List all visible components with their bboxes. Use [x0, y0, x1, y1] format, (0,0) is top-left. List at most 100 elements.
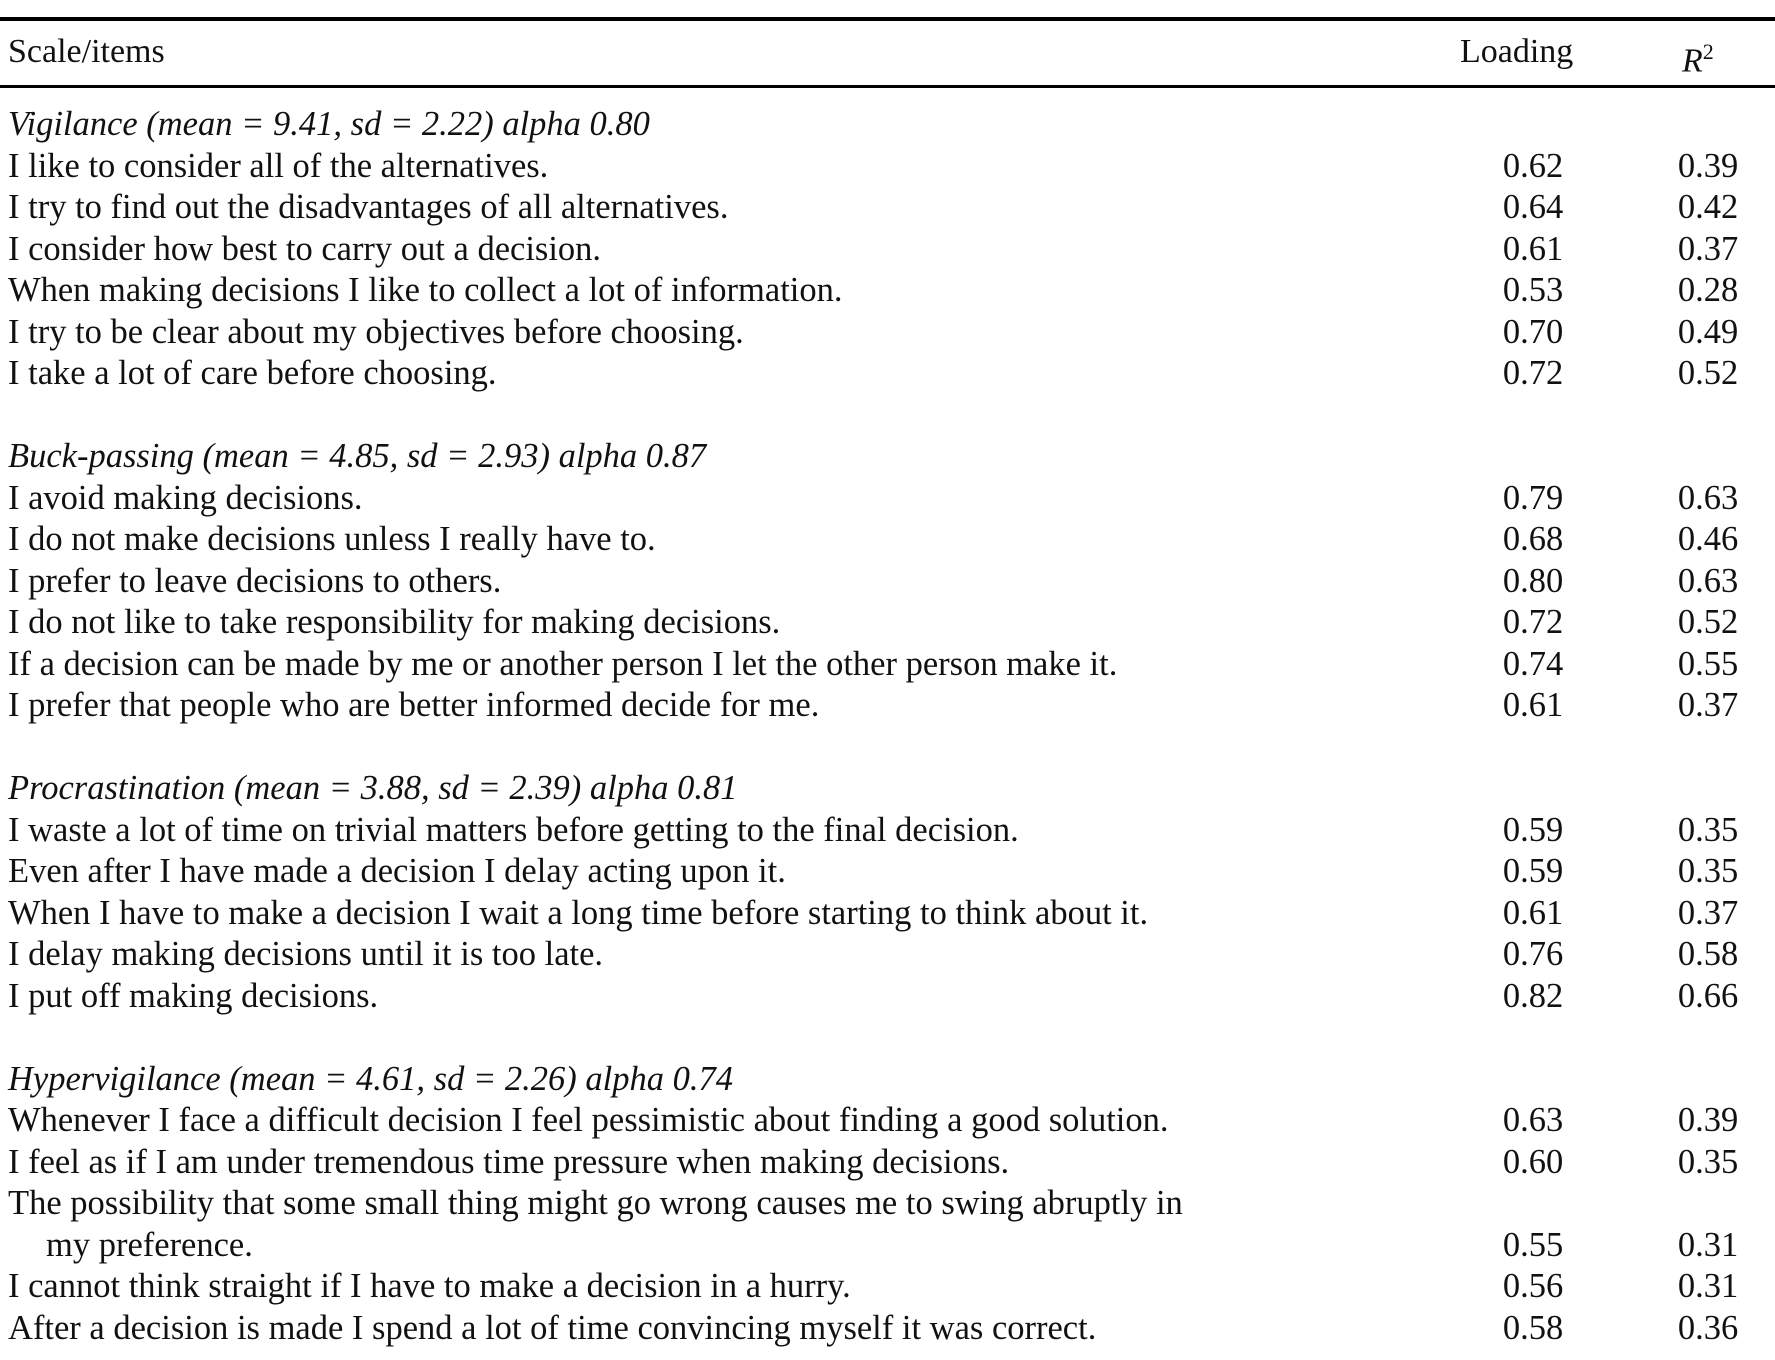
table-row: I feel as if I am under tremendous time …	[8, 1142, 1775, 1184]
header-r2: R2	[1682, 30, 1714, 79]
r2-value: 0.42	[1677, 188, 1739, 226]
section-heading-text: Vigilance (mean = 9.41, sd = 2.22) alpha…	[8, 105, 650, 143]
header-rule	[0, 85, 1775, 88]
table-row: I put off making decisions. 0.82 0.66	[8, 976, 1775, 1018]
item-text: I cannot think straight if I have to mak…	[8, 1267, 851, 1305]
loading-value: 0.80	[1502, 561, 1564, 600]
table-row: If a decision can be made by me or anoth…	[8, 644, 1775, 686]
table-row: Whenever I face a difficult decision I f…	[8, 1100, 1775, 1142]
loading-value: 0.68	[1502, 520, 1564, 558]
loading-value: 0.55	[1502, 1225, 1564, 1264]
loading-value: 0.63	[1502, 1101, 1564, 1139]
table-row: I take a lot of care before choosing. 0.7…	[8, 353, 1775, 395]
section-heading-text: Procrastination (mean = 3.88, sd = 2.39)…	[8, 769, 738, 807]
r2-value: 0.55	[1677, 644, 1739, 683]
loading-value: 0.56	[1502, 1267, 1564, 1305]
r2-value: 0.28	[1677, 271, 1739, 309]
item-text: I waste a lot of time on trivial matters…	[8, 810, 1019, 849]
item-text: If a decision can be made by me or anoth…	[8, 644, 1118, 683]
r2-value: 0.35	[1677, 1142, 1739, 1181]
loading-value: 0.82	[1502, 976, 1564, 1015]
r2-value: 0.46	[1677, 520, 1739, 558]
table-row: my preference. 0.55 0.31	[8, 1225, 1775, 1267]
item-text: After a decision is made I spend a lot o…	[8, 1308, 1097, 1347]
item-text: I avoid making decisions.	[8, 478, 363, 517]
item-text: I take a lot of care before choosing.	[8, 354, 497, 392]
r2-value: 0.52	[1677, 603, 1739, 641]
loading-value: 0.61	[1502, 229, 1564, 268]
table-row: I prefer that people who are better info…	[8, 685, 1775, 727]
header-loading: Loading	[1460, 33, 1574, 70]
r2-value: 0.52	[1677, 354, 1739, 392]
item-text: When I have to make a decision I wait a …	[8, 893, 1149, 932]
r2-value: 0.37	[1677, 229, 1739, 268]
header-r2-sup: 2	[1702, 39, 1714, 64]
loading-value: 0.59	[1502, 810, 1564, 849]
item-text: I consider how best to carry out a decis…	[8, 229, 602, 268]
loading-value: 0.70	[1502, 312, 1564, 351]
loading-value: 0.72	[1502, 603, 1564, 641]
item-text: When making decisions I like to collect …	[8, 271, 843, 309]
loading-value: 0.61	[1502, 686, 1564, 724]
item-text: I prefer that people who are better info…	[8, 686, 820, 724]
r2-value: 0.66	[1677, 976, 1739, 1015]
r2-value: 0.31	[1677, 1267, 1739, 1305]
table-row: I do not like to take responsibility for…	[8, 602, 1775, 644]
item-text: Even after I have made a decision I dela…	[8, 852, 786, 890]
r2-value: 0.37	[1677, 893, 1739, 932]
loading-value: 0.61	[1502, 893, 1564, 932]
loading-value: 0.58	[1502, 1308, 1564, 1347]
section-heading: Procrastination (mean = 3.88, sd = 2.39)…	[8, 768, 1775, 810]
r2-value: 0.37	[1677, 686, 1739, 724]
table-row: I like to consider all of the alternativ…	[8, 146, 1775, 188]
section-heading: Hypervigilance (mean = 4.61, sd = 2.26) …	[8, 1059, 1775, 1101]
loading-value: 0.62	[1502, 146, 1564, 185]
table-row: I try to find out the disadvantages of a…	[8, 187, 1775, 229]
table-row: I try to be clear about my objectives be…	[8, 312, 1775, 354]
r2-value: 0.39	[1677, 1101, 1739, 1139]
section-heading: Buck-passing (mean = 4.85, sd = 2.93) al…	[8, 436, 1775, 478]
item-text: I do not like to take responsibility for…	[8, 603, 781, 641]
loading-value: 0.53	[1502, 271, 1564, 309]
table-row: I cannot think straight if I have to mak…	[8, 1266, 1775, 1308]
section-heading-text: Buck-passing (mean = 4.85, sd = 2.93) al…	[8, 437, 707, 475]
table-row: After a decision is made I spend a lot o…	[8, 1308, 1775, 1350]
item-text: I do not make decisions unless I really …	[8, 520, 656, 558]
r2-value: 0.49	[1677, 312, 1739, 351]
r2-value: 0.39	[1677, 146, 1739, 185]
table-row: I do not make decisions unless I really …	[8, 519, 1775, 561]
r2-value: 0.35	[1677, 852, 1739, 890]
loading-value: 0.60	[1502, 1142, 1564, 1181]
item-text-continued: my preference.	[46, 1225, 253, 1264]
loading-value: 0.76	[1502, 935, 1564, 973]
table-row: When making decisions I like to collect …	[8, 270, 1775, 312]
r2-value: 0.31	[1677, 1225, 1739, 1264]
loading-value: 0.64	[1502, 188, 1564, 226]
r2-value: 0.36	[1677, 1308, 1739, 1347]
table-row: I delay making decisions until it is too…	[8, 934, 1775, 976]
loading-value: 0.72	[1502, 354, 1564, 392]
section-heading-text: Hypervigilance (mean = 4.61, sd = 2.26) …	[8, 1059, 733, 1098]
top-rule	[0, 17, 1775, 21]
item-text: I put off making decisions.	[8, 976, 379, 1015]
table-row: The possibility that some small thing mi…	[8, 1183, 1775, 1225]
table-row: I consider how best to carry out a decis…	[8, 229, 1775, 271]
table-row: When I have to make a decision I wait a …	[8, 893, 1775, 935]
item-text: I like to consider all of the alternativ…	[8, 146, 549, 185]
section-heading: Vigilance (mean = 9.41, sd = 2.22) alpha…	[8, 104, 1775, 146]
item-text: I try to be clear about my objectives be…	[8, 312, 744, 351]
header-scale-items: Scale/items	[8, 33, 165, 70]
loading-value: 0.59	[1502, 852, 1564, 890]
table-row: I waste a lot of time on trivial matters…	[8, 810, 1775, 852]
item-text: I feel as if I am under tremendous time …	[8, 1142, 1010, 1181]
table-row: Even after I have made a decision I dela…	[8, 851, 1775, 893]
item-text: Whenever I face a difficult decision I f…	[8, 1101, 1169, 1139]
table-row: I prefer to leave decisions to others. 0.…	[8, 561, 1775, 603]
loading-value: 0.79	[1502, 478, 1564, 517]
item-text: I delay making decisions until it is too…	[8, 935, 604, 973]
r2-value: 0.58	[1677, 935, 1739, 973]
r2-value: 0.35	[1677, 810, 1739, 849]
r2-value: 0.63	[1677, 561, 1739, 600]
table-row: I avoid making decisions. 0.79 0.63	[8, 478, 1775, 520]
loading-value: 0.74	[1502, 644, 1564, 683]
